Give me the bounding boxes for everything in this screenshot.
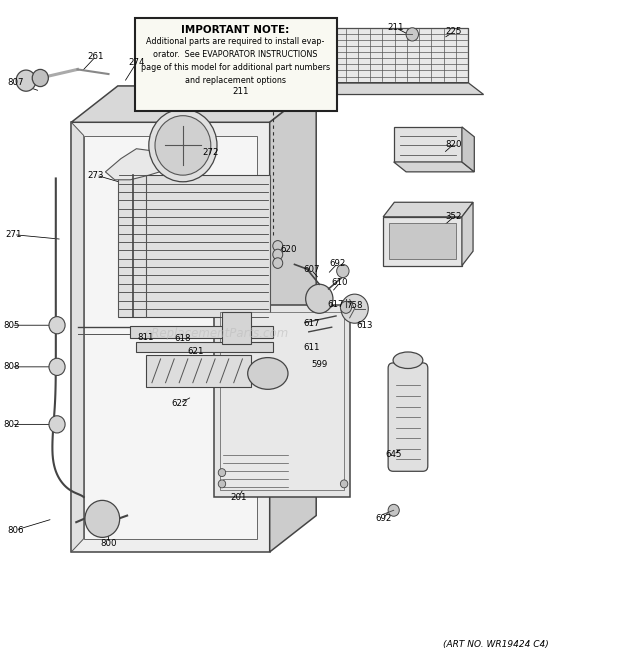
Text: (ART NO. WR19424 C4): (ART NO. WR19424 C4) <box>443 640 549 649</box>
Polygon shape <box>462 127 474 172</box>
Circle shape <box>388 504 399 516</box>
Text: 273: 273 <box>88 171 104 180</box>
FancyBboxPatch shape <box>388 363 428 471</box>
FancyBboxPatch shape <box>135 18 337 111</box>
Circle shape <box>218 469 226 477</box>
Text: 352: 352 <box>446 212 462 221</box>
Text: 758: 758 <box>347 301 363 310</box>
Text: 820: 820 <box>446 139 462 149</box>
Circle shape <box>275 90 286 102</box>
Circle shape <box>306 284 333 313</box>
Circle shape <box>273 241 283 251</box>
Polygon shape <box>71 86 316 122</box>
Polygon shape <box>84 136 257 539</box>
Polygon shape <box>146 355 251 387</box>
Text: 800: 800 <box>100 539 117 548</box>
Circle shape <box>49 358 65 375</box>
Text: 274: 274 <box>128 58 144 67</box>
Text: IMPORTANT NOTE:: IMPORTANT NOTE: <box>182 25 290 35</box>
Circle shape <box>340 301 352 313</box>
Text: 211: 211 <box>388 23 404 32</box>
Text: 201: 201 <box>231 492 247 502</box>
Text: 261: 261 <box>88 52 104 61</box>
Polygon shape <box>270 86 316 552</box>
Text: eReplacementParts.com: eReplacementParts.com <box>145 327 289 340</box>
Ellipse shape <box>247 358 288 389</box>
Text: 599: 599 <box>311 360 327 369</box>
Polygon shape <box>309 28 468 83</box>
Polygon shape <box>71 122 84 552</box>
Text: 617: 617 <box>328 299 344 309</box>
Text: 692: 692 <box>330 258 346 268</box>
Ellipse shape <box>393 352 423 369</box>
Circle shape <box>85 500 120 537</box>
Text: 211: 211 <box>232 87 249 96</box>
Text: 610: 610 <box>332 278 348 288</box>
Polygon shape <box>394 127 462 162</box>
Text: 620: 620 <box>280 245 296 254</box>
Circle shape <box>273 249 283 260</box>
Text: 621: 621 <box>187 347 203 356</box>
Text: 607: 607 <box>303 265 319 274</box>
Polygon shape <box>130 326 273 338</box>
Text: 808: 808 <box>3 362 19 371</box>
Circle shape <box>337 264 349 278</box>
Polygon shape <box>383 217 462 266</box>
Polygon shape <box>71 122 270 552</box>
Circle shape <box>341 294 368 323</box>
Text: 692: 692 <box>375 514 391 524</box>
Text: 271: 271 <box>6 230 22 239</box>
Text: 807: 807 <box>7 78 24 87</box>
Text: 805: 805 <box>3 321 19 330</box>
Circle shape <box>149 109 217 182</box>
Circle shape <box>340 480 348 488</box>
Polygon shape <box>214 305 350 497</box>
Circle shape <box>32 69 48 87</box>
Circle shape <box>273 258 283 268</box>
Text: 802: 802 <box>3 420 19 429</box>
Polygon shape <box>383 202 473 217</box>
Polygon shape <box>222 312 251 344</box>
Polygon shape <box>105 149 177 180</box>
Text: 806: 806 <box>7 525 24 535</box>
Polygon shape <box>136 342 273 352</box>
Circle shape <box>218 480 226 488</box>
Text: 811: 811 <box>138 332 154 342</box>
Polygon shape <box>394 162 474 172</box>
Text: 611: 611 <box>303 342 319 352</box>
Polygon shape <box>462 202 473 266</box>
Polygon shape <box>118 175 270 317</box>
Polygon shape <box>309 83 484 95</box>
Circle shape <box>155 116 211 175</box>
Text: 617: 617 <box>303 319 319 329</box>
Text: 225: 225 <box>446 27 462 36</box>
Text: 622: 622 <box>172 399 188 408</box>
Circle shape <box>49 416 65 433</box>
Text: 618: 618 <box>175 334 191 343</box>
Text: Additional parts are required to install evap-
orator.  See EVAPORATOR INSTRUCTI: Additional parts are required to install… <box>141 37 330 85</box>
Circle shape <box>406 28 419 41</box>
Circle shape <box>16 70 36 91</box>
Polygon shape <box>389 223 456 259</box>
Text: 272: 272 <box>203 147 219 157</box>
Text: 613: 613 <box>356 321 373 330</box>
Polygon shape <box>220 312 344 490</box>
Circle shape <box>49 317 65 334</box>
Text: 645: 645 <box>386 450 402 459</box>
